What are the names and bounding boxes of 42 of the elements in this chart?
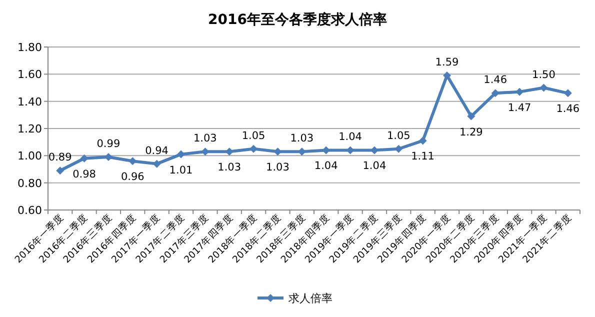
data-label: 0.99 bbox=[96, 138, 120, 150]
data-label: 1.29 bbox=[459, 126, 483, 138]
data-label: 1.03 bbox=[266, 162, 290, 174]
data-label: 1.11 bbox=[411, 150, 435, 163]
data-label: 1.47 bbox=[508, 102, 532, 114]
data-label: 0.96 bbox=[120, 171, 145, 184]
text: 1.40 bbox=[18, 95, 42, 108]
point bbox=[394, 144, 403, 153]
data-label: 0.94 bbox=[145, 144, 169, 157]
data-label: 1.05 bbox=[386, 130, 410, 142]
text: 1.80 bbox=[18, 41, 42, 54]
data-label: 1.04 bbox=[362, 160, 386, 172]
data-label: 1.46 bbox=[484, 74, 508, 86]
point bbox=[467, 112, 476, 120]
legend-label: 求人倍率 bbox=[288, 292, 332, 305]
point bbox=[443, 72, 451, 80]
point bbox=[152, 160, 161, 168]
point bbox=[177, 150, 185, 158]
text: 1.60 bbox=[18, 68, 42, 82]
data-label: 1.01 bbox=[169, 164, 193, 176]
data-label: 1.03 bbox=[290, 132, 314, 145]
data-label: 1.04 bbox=[338, 131, 362, 144]
text: 0.60 bbox=[18, 204, 42, 217]
point bbox=[418, 136, 427, 145]
data-label: 1.03 bbox=[218, 162, 242, 174]
text: 0.80 bbox=[18, 176, 42, 190]
point bbox=[80, 154, 88, 162]
point bbox=[540, 84, 548, 92]
data-label: 1.03 bbox=[193, 132, 217, 145]
point bbox=[56, 166, 64, 175]
text: 1.00 bbox=[18, 150, 42, 163]
chart-title: 2016年至今各季度求人倍率 bbox=[208, 11, 387, 28]
data-label: 1.59 bbox=[435, 56, 459, 69]
data-label: 1.05 bbox=[242, 130, 266, 142]
data-label: 0.89 bbox=[48, 152, 72, 164]
text: 1.20 bbox=[18, 122, 42, 136]
point bbox=[564, 89, 572, 98]
point bbox=[516, 88, 524, 96]
data-label: 1.50 bbox=[532, 68, 556, 81]
data-label: 1.46 bbox=[556, 103, 580, 116]
data-label: 1.04 bbox=[314, 160, 338, 172]
data-label: 0.98 bbox=[72, 168, 96, 180]
